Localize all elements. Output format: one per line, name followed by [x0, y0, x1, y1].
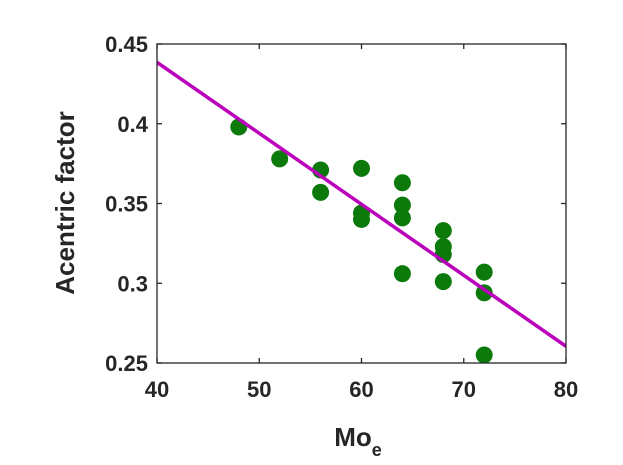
y-axis-ticks: 0.25 0.3 0.35 0.4 0.45: [105, 32, 566, 376]
x-tick-label: 40: [145, 377, 169, 402]
x-axis-label-subscript: e: [372, 440, 382, 460]
data-point: [434, 222, 452, 240]
data-point: [353, 159, 370, 177]
x-tick-label: 60: [349, 377, 373, 402]
data-point: [475, 263, 493, 281]
regression-line: [157, 60, 566, 348]
data-point: [393, 265, 411, 283]
x-axis-ticks: 40 50 60 70 80: [145, 44, 578, 402]
y-tick-label: 0.25: [105, 351, 148, 376]
data-point: [393, 209, 411, 227]
x-tick-label: 80: [554, 377, 578, 402]
data-point: [393, 196, 411, 214]
data-point: [434, 273, 452, 291]
data-point: [393, 174, 411, 192]
data-point: [353, 210, 370, 228]
x-tick-label: 50: [247, 377, 271, 402]
data-point: [312, 183, 330, 201]
y-tick-label: 0.35: [105, 192, 148, 217]
data-point: [271, 150, 289, 168]
y-axis-label: Acentric factor: [50, 111, 80, 295]
y-tick-label: 0.45: [105, 32, 148, 57]
x-tick-label: 70: [452, 377, 476, 402]
x-axis-label: Moe: [334, 422, 382, 460]
plot-content: [157, 60, 566, 364]
y-tick-label: 0.3: [117, 271, 148, 296]
y-tick-label: 0.4: [117, 112, 148, 137]
data-point: [475, 346, 493, 364]
x-axis-label-main: Mo: [334, 422, 372, 452]
